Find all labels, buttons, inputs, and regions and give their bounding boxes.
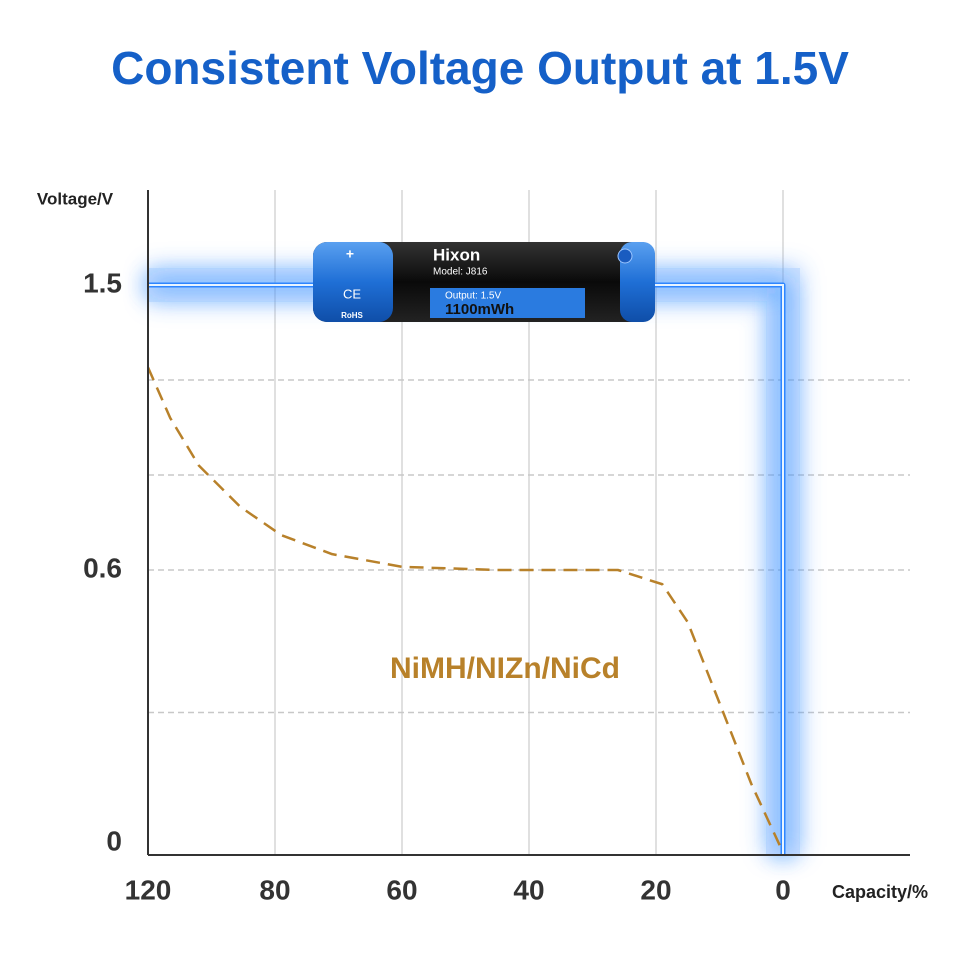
battery-cap bbox=[313, 242, 393, 322]
battery: + CE RoHS Hixon Model: J816 Output: 1.5V… bbox=[313, 242, 655, 322]
x-tick-label: 20 bbox=[640, 874, 671, 905]
battery-model: Model: J816 bbox=[433, 267, 488, 278]
x-tick-label: 40 bbox=[513, 874, 544, 905]
y-tick-label: 0 bbox=[106, 825, 122, 856]
plus-sign: + bbox=[346, 246, 354, 262]
x-tick-label: 80 bbox=[259, 874, 290, 905]
battery-brand: Hixon bbox=[433, 245, 480, 264]
x-tick-label: 0 bbox=[775, 874, 791, 905]
battery-ce: CE bbox=[343, 286, 361, 301]
battery-rohs: RoHS bbox=[341, 311, 363, 320]
x-axis-label: Capacity/% bbox=[832, 882, 928, 902]
y-tick-label: 0.6 bbox=[83, 552, 122, 583]
y-axis-label: Voltage/V bbox=[37, 189, 114, 208]
battery-capacity: 1100mWh bbox=[445, 301, 514, 318]
battery-label-box bbox=[430, 288, 585, 318]
battery-output: Output: 1.5V bbox=[445, 291, 501, 302]
series-label: NiMH/NIZn/NiCd bbox=[390, 652, 620, 685]
series-line bbox=[146, 366, 781, 847]
x-tick-label: 60 bbox=[386, 874, 417, 905]
x-tick-label: 120 bbox=[125, 874, 172, 905]
y-tick-label: 1.5 bbox=[83, 267, 122, 298]
minus-sign bbox=[617, 248, 633, 264]
chart-title: Consistent Voltage Output at 1.5V bbox=[111, 42, 849, 94]
